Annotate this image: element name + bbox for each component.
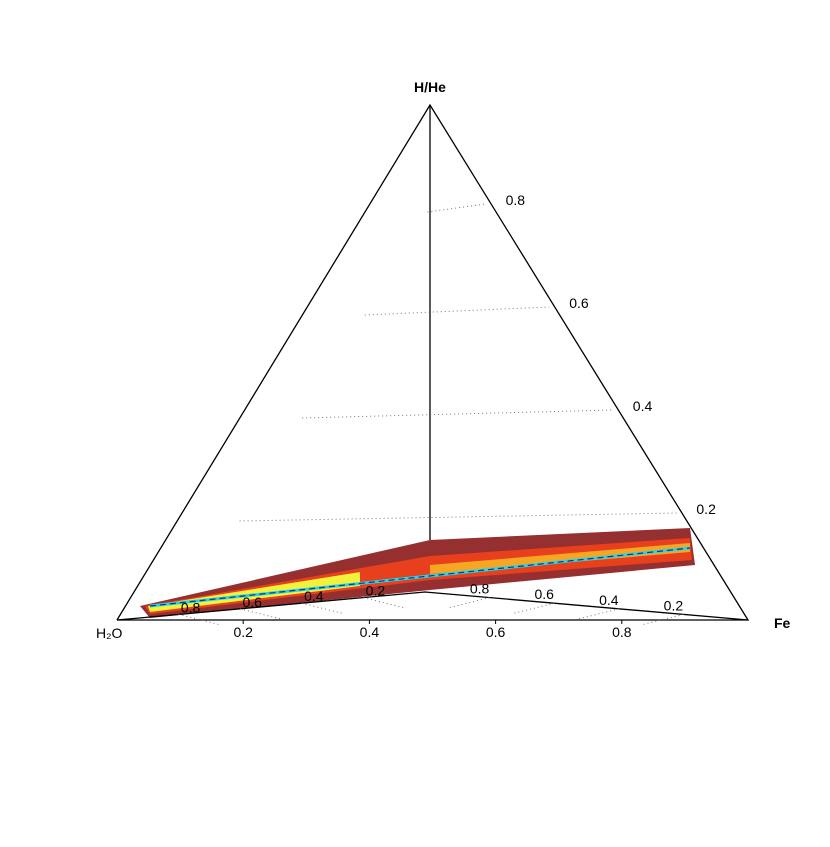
- tick-mark: [178, 613, 219, 625]
- bottom-tick-label: 0.8: [612, 624, 632, 640]
- grid-line: [302, 409, 613, 419]
- tick-mark: [578, 608, 619, 620]
- bottom-tick-label: 0.4: [360, 624, 380, 640]
- tick-mark: [449, 597, 490, 609]
- back-tick-label: 0.4: [304, 588, 324, 604]
- bottom-tick-label: 0.6: [486, 624, 506, 640]
- grid-line: [239, 512, 677, 522]
- back-tick-label: 0.2: [664, 597, 684, 613]
- vertex-label: Fe: [774, 615, 791, 631]
- right-tick-label: 0.8: [506, 192, 526, 208]
- right-tick-label: 0.4: [633, 398, 653, 414]
- back-tick-label: 0.2: [366, 583, 386, 599]
- grid-line: [364, 306, 550, 316]
- vertex-label: H/He: [414, 79, 446, 95]
- tick-mark: [240, 608, 281, 620]
- back-tick-label: 0.4: [599, 592, 619, 608]
- back-tick-label: 0.8: [470, 581, 490, 597]
- tick-mark: [643, 613, 684, 625]
- back-tick-label: 0.6: [242, 594, 262, 610]
- data-surface: [140, 528, 695, 618]
- back-tick-label: 0.8: [181, 599, 201, 615]
- right-tick-label: 0.6: [569, 295, 589, 311]
- tick-mark: [363, 597, 404, 609]
- right-tick-label: 0.2: [696, 501, 716, 517]
- bottom-tick-label: 0.2: [233, 624, 253, 640]
- tick-mark: [514, 602, 555, 614]
- grid-line: [427, 203, 486, 213]
- triangle-edges: [116, 103, 750, 621]
- tick-mark: [301, 602, 342, 614]
- vertex-label: H₂O: [96, 625, 123, 641]
- back-tick-label: 0.6: [534, 586, 554, 602]
